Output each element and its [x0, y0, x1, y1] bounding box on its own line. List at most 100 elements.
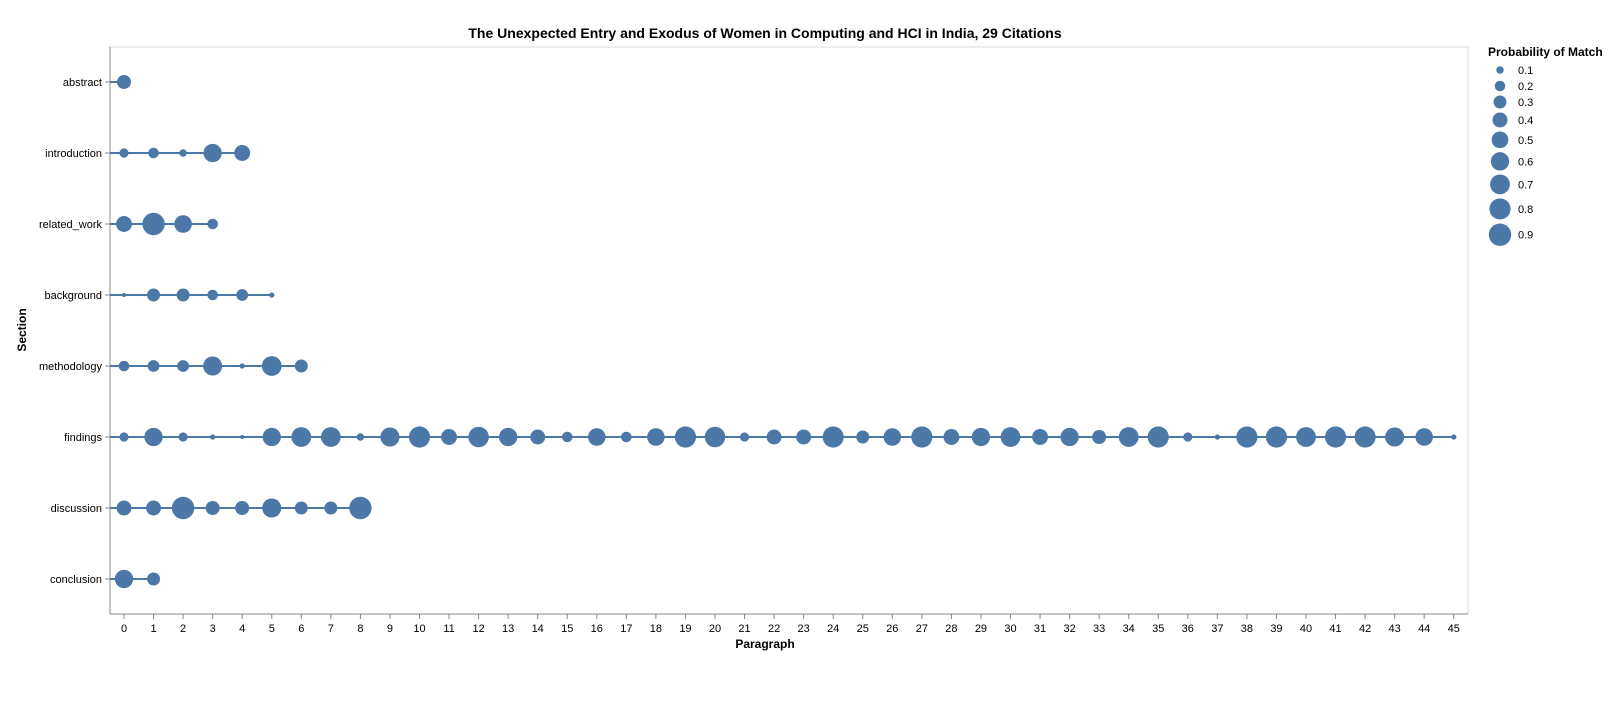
- x-tick-label: 12: [472, 623, 484, 635]
- x-tick-label: 31: [1034, 623, 1046, 635]
- legend-label: 0.1: [1518, 65, 1533, 77]
- x-tick-label: 19: [679, 623, 691, 635]
- x-tick-label: 28: [945, 623, 957, 635]
- data-point: [207, 218, 218, 230]
- data-point: [324, 501, 338, 515]
- x-tick-label: 34: [1123, 623, 1135, 635]
- data-point: [146, 500, 162, 516]
- data-point: [408, 426, 431, 448]
- data-point: [349, 496, 372, 520]
- data-point: [911, 426, 933, 448]
- data-point: [203, 356, 223, 376]
- data-point: [1415, 428, 1433, 446]
- x-tick-label: 36: [1182, 623, 1194, 635]
- legend: Probability of Match 0.1 0.2 0.3 0.4 0.5 0.6 0…: [1488, 45, 1603, 246]
- y-tick-label: discussion: [51, 503, 102, 515]
- plot-border: [109, 46, 1469, 615]
- data-point: [704, 426, 726, 448]
- x-tick-label: 10: [413, 623, 425, 635]
- series-conclusion: [110, 569, 161, 589]
- data-point: [822, 426, 844, 448]
- y-tick-label: conclusion: [50, 574, 102, 586]
- data-point: [320, 427, 341, 447]
- x-tick-label: 21: [738, 623, 750, 635]
- x-tick-label: 18: [650, 623, 662, 635]
- data-point: [1183, 432, 1193, 442]
- data-point: [1354, 426, 1376, 448]
- x-tick-label: 44: [1418, 623, 1430, 635]
- series-related-work: [110, 212, 218, 236]
- data-point: [468, 426, 489, 448]
- data-point: [441, 429, 457, 445]
- legend-label: 0.5: [1518, 135, 1533, 147]
- data-point: [1032, 429, 1048, 445]
- series-discussion: [110, 496, 372, 520]
- data-point: [147, 572, 161, 586]
- x-tick-label: 15: [561, 623, 573, 635]
- series-layer: [110, 75, 1457, 589]
- x-tick-label: 8: [357, 623, 363, 635]
- data-point: [262, 427, 281, 447]
- series-abstract: [110, 75, 131, 89]
- y-tick-label: introduction: [45, 148, 102, 160]
- plot-area: [109, 46, 1469, 615]
- x-tick-label: 45: [1448, 623, 1460, 635]
- data-point: [262, 498, 282, 518]
- series-introduction: [110, 143, 251, 163]
- x-tick-label: 32: [1063, 623, 1075, 635]
- x-tick-label: 22: [768, 623, 780, 635]
- x-tick-label: 16: [591, 623, 603, 635]
- data-point: [1147, 426, 1169, 448]
- x-tick-label: 24: [827, 623, 839, 635]
- data-point: [116, 216, 132, 232]
- data-point: [240, 434, 245, 440]
- series-background: [110, 288, 275, 302]
- legend-label: 0.6: [1518, 156, 1533, 168]
- data-point: [943, 429, 960, 445]
- x-tick-label: 43: [1389, 623, 1401, 635]
- data-point: [739, 432, 750, 442]
- x-tick-label: 37: [1211, 623, 1223, 635]
- data-point: [1296, 427, 1316, 447]
- data-point: [294, 501, 308, 515]
- data-point: [1236, 426, 1258, 448]
- data-point: [1451, 434, 1457, 440]
- data-point: [530, 429, 546, 445]
- data-point: [117, 75, 131, 89]
- data-point: [144, 427, 163, 447]
- x-axis-title: Paragraph: [735, 637, 794, 651]
- y-tick-label: background: [45, 290, 103, 302]
- y-axis: abstract introduction related_work backgrou…: [39, 47, 111, 614]
- legend-label: 0.4: [1518, 115, 1533, 127]
- data-point: [621, 431, 632, 443]
- x-tick-label: 35: [1152, 623, 1164, 635]
- x-tick-label: 14: [532, 623, 544, 635]
- legend-symbol: [1496, 66, 1504, 74]
- data-point: [1092, 430, 1107, 444]
- data-point: [856, 430, 870, 444]
- x-tick-label: 11: [443, 623, 454, 635]
- data-point: [114, 569, 134, 589]
- x-tick-label: 5: [269, 623, 275, 635]
- legend-label: 0.2: [1518, 81, 1533, 93]
- data-point: [121, 292, 127, 298]
- data-point: [498, 427, 518, 447]
- x-tick-label: 33: [1093, 623, 1105, 635]
- x-tick-label: 29: [975, 623, 987, 635]
- data-point: [291, 427, 312, 447]
- data-point: [171, 496, 195, 520]
- x-tick-label: 0: [121, 623, 127, 635]
- data-point: [205, 501, 220, 515]
- y-tick-label: findings: [64, 432, 102, 444]
- x-tick-label: 30: [1004, 623, 1016, 635]
- data-point: [179, 149, 187, 157]
- x-tick-label: 3: [210, 623, 216, 635]
- data-point: [203, 143, 222, 163]
- data-point: [1118, 427, 1139, 447]
- data-point: [239, 363, 245, 369]
- y-axis-title: Section: [15, 308, 29, 351]
- data-point: [236, 289, 249, 301]
- legend-symbol: [1488, 223, 1512, 246]
- data-point: [1060, 427, 1079, 447]
